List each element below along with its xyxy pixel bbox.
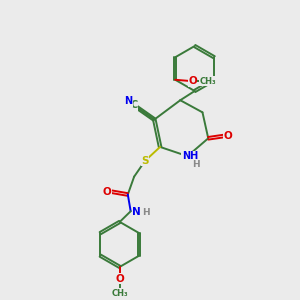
- Text: NH: NH: [182, 151, 198, 161]
- Text: O: O: [188, 76, 197, 86]
- Text: O: O: [103, 187, 111, 196]
- Text: O: O: [223, 131, 232, 141]
- Text: H: H: [142, 208, 149, 217]
- Text: CH₃: CH₃: [111, 289, 128, 298]
- Text: N: N: [132, 207, 141, 217]
- Text: N: N: [124, 96, 132, 106]
- Text: C: C: [130, 100, 138, 110]
- Text: H: H: [192, 160, 200, 169]
- Text: CH₃: CH₃: [200, 77, 216, 86]
- Text: O: O: [116, 274, 124, 284]
- Text: S: S: [141, 156, 149, 166]
